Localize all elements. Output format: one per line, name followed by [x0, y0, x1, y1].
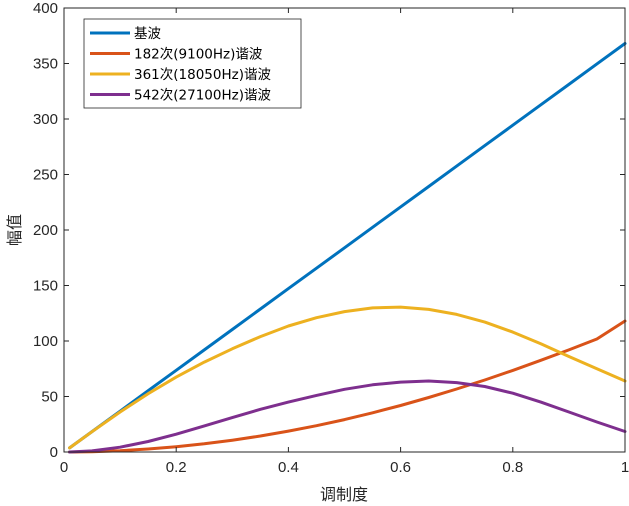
x-axis-title: 调制度: [320, 485, 368, 504]
y-tick-label: 300: [33, 111, 58, 128]
series-line-2: [68, 319, 627, 454]
x-axis: 0 0.2 0.4 0.6 0.8 1: [60, 8, 629, 476]
y-tick-label: 0: [50, 444, 58, 461]
legend-label-1: 基波: [134, 25, 161, 42]
y-tick-label: 150: [33, 278, 58, 295]
y-tick-label: 100: [33, 333, 58, 350]
series-line-1: [68, 42, 627, 450]
y-tick-label: 350: [33, 56, 58, 73]
series-line-4: [68, 379, 627, 454]
x-tick-label: 0.6: [390, 459, 411, 476]
legend: 基波 182次(9100Hz)谐波 361次(18050Hz)谐波 542次(2710…: [83, 18, 302, 109]
y-axis-title: 幅值: [5, 214, 24, 246]
y-tick-label: 250: [33, 167, 58, 184]
x-tick-label: 0: [60, 459, 68, 476]
y-tick-label: 50: [41, 389, 58, 406]
legend-label-3: 361次(18050Hz)谐波: [134, 67, 271, 83]
series-line-3: [68, 305, 627, 450]
series-layer: [68, 42, 627, 454]
x-tick-label: 0.8: [502, 459, 523, 476]
legend-label-4: 542次(27100Hz)谐波: [134, 88, 271, 104]
y-tick-label: 400: [33, 0, 58, 17]
x-tick-label: 1: [621, 459, 629, 476]
x-tick-label: 0.4: [278, 459, 299, 476]
y-tick-label: 200: [33, 222, 58, 239]
legend-label-2: 182次(9100Hz)谐波: [134, 47, 263, 63]
y-axis: 0 50 100 150 200 250 300 350 400: [33, 0, 625, 461]
x-tick-label: 0.2: [166, 459, 187, 476]
